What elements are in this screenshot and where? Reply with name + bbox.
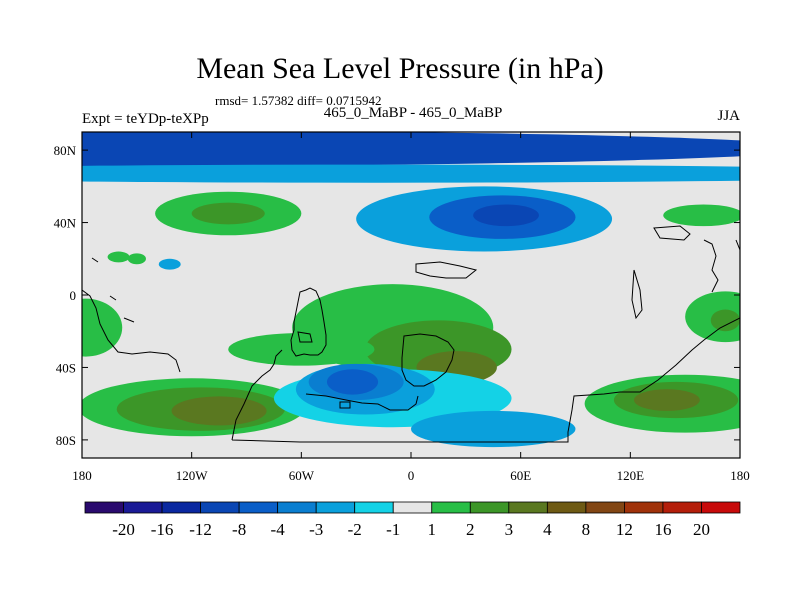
x-tick-label: 180: [72, 468, 92, 483]
colorbar-swatch: [624, 501, 664, 514]
colorbar-swatch: [277, 501, 317, 514]
colorbar-swatch: [585, 501, 625, 514]
colorbar-label: 4: [543, 520, 552, 539]
colorbar-label: 8: [582, 520, 591, 539]
y-tick-label: 40N: [54, 216, 77, 231]
colorbar-label: -3: [309, 520, 323, 539]
contour-region-s-atlantic-low-deep: [326, 369, 379, 395]
y-tick-label: 80S: [56, 433, 76, 448]
x-tick-label: 120W: [176, 468, 209, 483]
x-tick-label: 0: [408, 468, 415, 483]
y-tick-label: 40S: [56, 360, 76, 375]
contour-region-trop-green-1: [107, 251, 130, 263]
colorbar-label: 3: [505, 520, 514, 539]
colorbar-label: 2: [466, 520, 475, 539]
coastline-south-shore: [305, 393, 419, 411]
colorbar-label: -20: [112, 520, 135, 539]
x-tick-label: 180: [730, 468, 750, 483]
colorbar-swatch: [508, 501, 548, 514]
colorbar-swatch: [84, 501, 124, 514]
contour-region-trop-green-2: [127, 253, 146, 265]
axis-layer: 180 120W 60W 0 60E 120E 180 80N 40N 0 40S 80S: [54, 132, 750, 483]
coastline-west-edge: [82, 257, 181, 373]
colorbar-label: -4: [271, 520, 286, 539]
contour-region-arctic-band: [82, 132, 740, 167]
contour-region-n-atlantic-low-core: [473, 204, 539, 227]
chart-title: Mean Sea Level Pressure (in hPa): [196, 52, 604, 85]
colorbar-swatch: [701, 501, 741, 514]
colorbar-swatch: [315, 501, 356, 514]
colorbar-swatch: [354, 501, 394, 514]
contour-region-e-eq-high-core: [710, 309, 740, 332]
y-tick-label: 0: [70, 288, 77, 303]
colorbar-swatch: [431, 501, 471, 514]
y-tick-label: 80N: [54, 143, 77, 158]
coastline-layer: [82, 225, 740, 443]
colorbar-label: -12: [189, 520, 212, 539]
contour-region-trop-w-blob: [158, 258, 181, 270]
x-tick-label: 120E: [617, 468, 645, 483]
colorbar-label: -8: [232, 520, 246, 539]
comparison-label: 465_0_MaBP - 465_0_MaBP: [323, 105, 503, 121]
colorbar-swatch: [200, 501, 240, 514]
coastline-north-block-a: [415, 261, 478, 279]
colorbar-label: 16: [654, 520, 671, 539]
colorbar-swatch: [392, 501, 433, 514]
coastline-north-block-b: [653, 225, 691, 241]
colorbar-swatch: [662, 501, 702, 514]
colorbar-swatch: [161, 501, 201, 514]
colorbar-swatch: [546, 501, 587, 514]
colorbar-label: 20: [693, 520, 710, 539]
contour-region-sw-high-core: [171, 396, 267, 426]
colorbar-label: 1: [428, 520, 437, 539]
x-tick-label: 60E: [510, 468, 531, 483]
rmsd-diff-stats: rmsd= 1.57382 diff= 0.0715942: [215, 93, 382, 108]
colorbar-label: -1: [386, 520, 400, 539]
contour-region-w-eq-high: [82, 298, 123, 357]
contour-region-polar-low-band: [411, 410, 576, 448]
colorbar-swatch: [238, 501, 279, 514]
contour-region-w-tropic-band: [228, 333, 375, 366]
coastline-south-america: [290, 287, 327, 357]
contour-region-ne-high: [663, 204, 740, 227]
colorbar-swatch: [123, 501, 163, 514]
season-label: JJA: [717, 108, 740, 124]
colorbar: -20 -16 -12 -8 -4 -3 -2 -1 1 2 3 4 8 12 16 20: [84, 501, 741, 539]
coastline-antarctica: [231, 317, 740, 443]
experiment-label: Expt = teYDp-teXPp: [82, 111, 209, 127]
x-tick-label: 60W: [289, 468, 315, 483]
contour-region-se-high-core: [633, 389, 700, 411]
colorbar-label: 12: [616, 520, 633, 539]
coastline-gondwana: [401, 333, 455, 387]
contour-region-arctic-fringe: [82, 164, 740, 183]
colorbar-label: -2: [348, 520, 362, 539]
coastline-small-islands: [123, 317, 351, 409]
coastline-east-edge: [631, 239, 740, 320]
colorbar-swatch: [469, 501, 510, 514]
colorbar-label: -16: [151, 520, 174, 539]
contour-region-n-pacific-high-core: [191, 202, 265, 225]
